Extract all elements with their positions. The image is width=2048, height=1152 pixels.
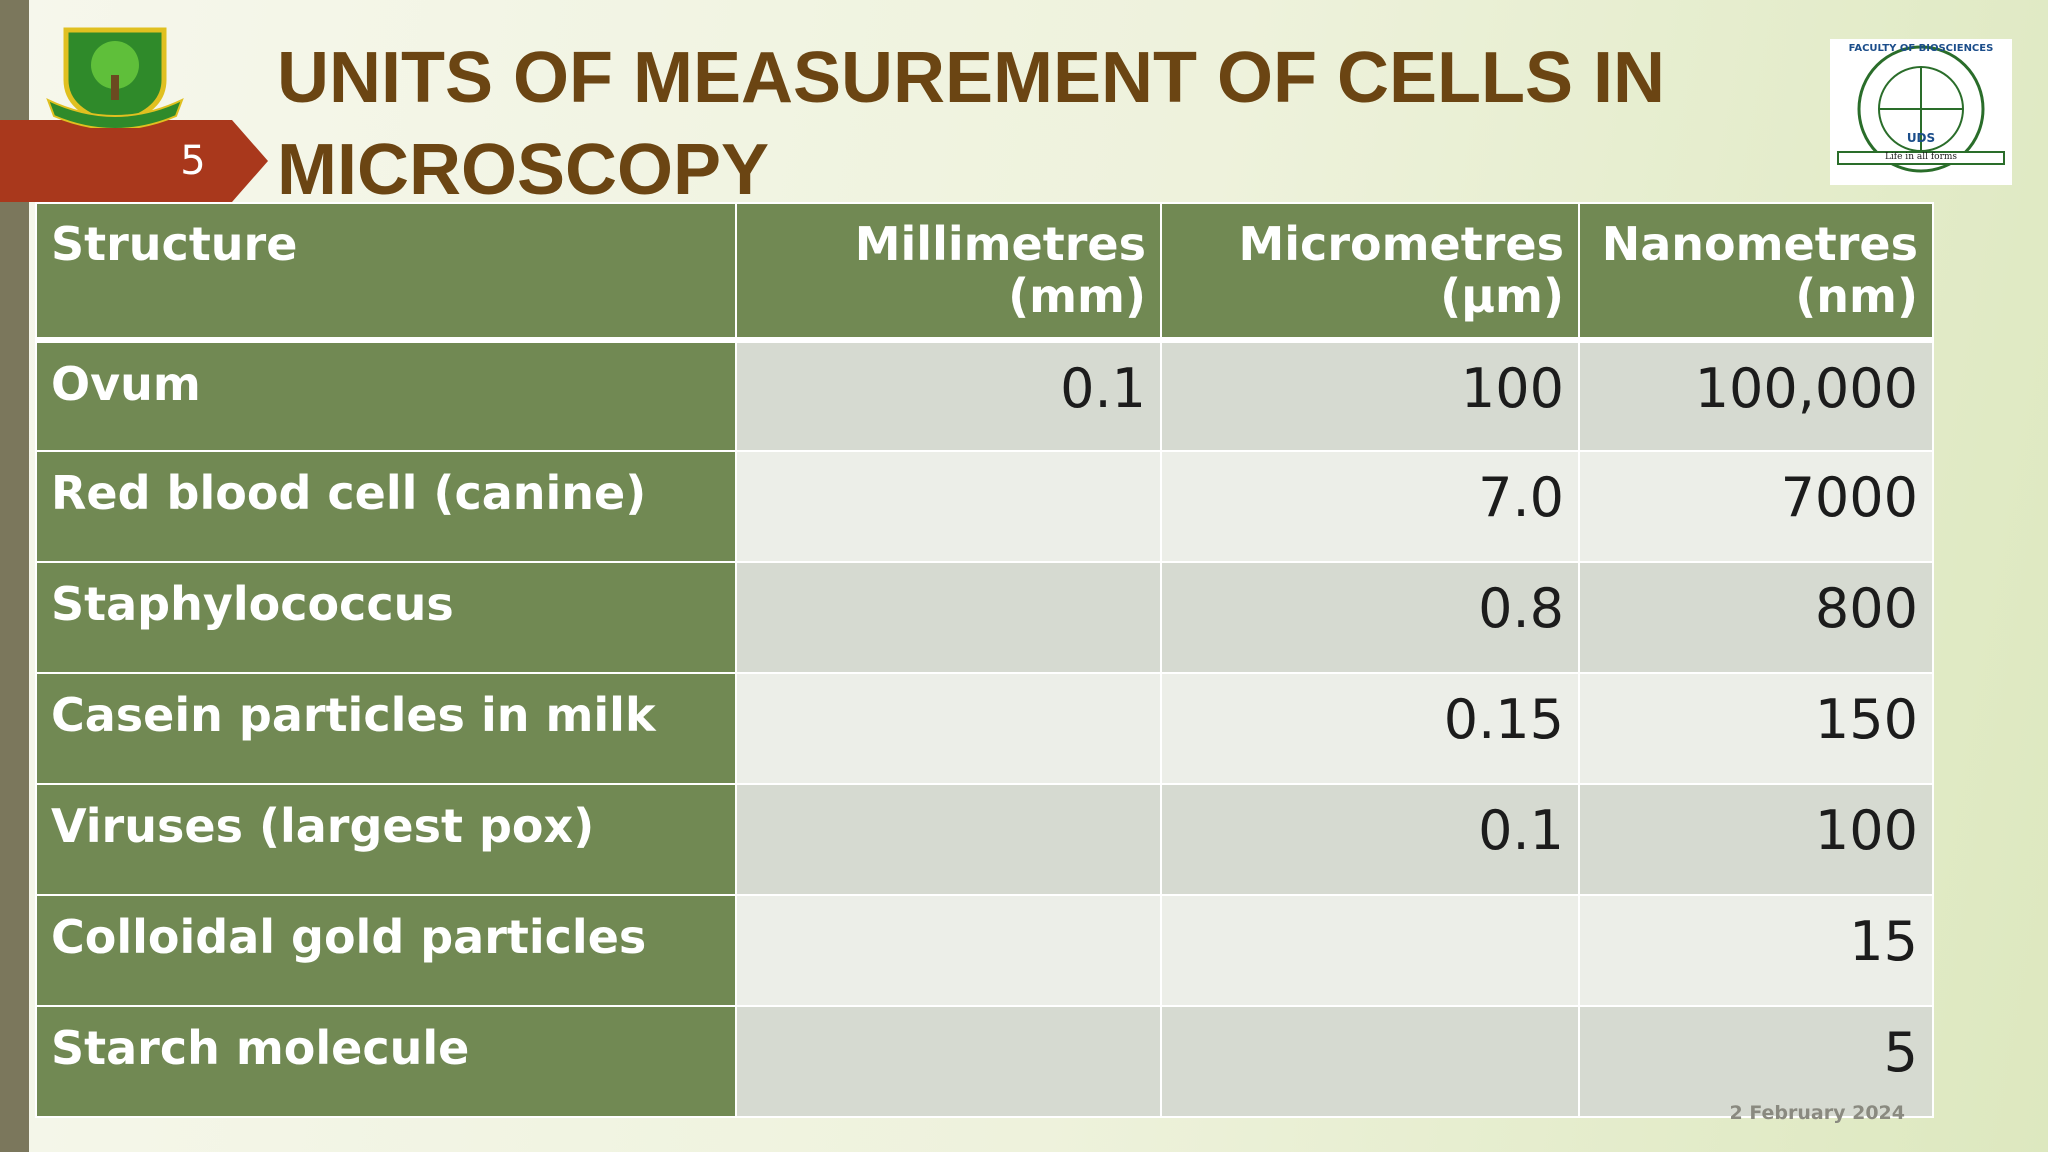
- logo-motto: Life in all forms: [1884, 152, 1958, 162]
- row-label: Colloidal gold particles: [35, 894, 737, 1007]
- header-cell: Structure: [35, 202, 737, 343]
- university-logo: [46, 27, 184, 128]
- table-cell: 5: [1578, 1005, 1934, 1118]
- table-cell: [735, 1005, 1162, 1118]
- number-banner: [0, 120, 268, 202]
- row-label: Ovum: [35, 339, 737, 452]
- header-row: Structure Millimetres (mm) Micrometres (µm…: [35, 202, 1934, 343]
- table-row: Starch molecule 5: [35, 1005, 1934, 1118]
- ring-text: FACULTY OF BIOSCIENCES: [1848, 43, 1994, 54]
- table-cell: 150: [1578, 672, 1934, 785]
- table-row: Staphylococcus 0.8 800: [35, 561, 1934, 674]
- table-cell: [735, 561, 1162, 674]
- table-cell: 0.15: [1160, 672, 1580, 785]
- table-cell: 0.1: [735, 339, 1162, 452]
- table-cell: 100,000: [1578, 339, 1934, 452]
- header-cell: Millimetres (mm): [735, 202, 1162, 343]
- faculty-logo: FACULTY OF BIOSCIENCES UDS Life in all f…: [1830, 39, 2012, 185]
- table-cell: [735, 450, 1162, 563]
- faculty-emblem: [1837, 45, 2005, 173]
- table-row: Colloidal gold particles 15: [35, 894, 1934, 1007]
- row-label: Starch molecule: [35, 1005, 737, 1118]
- slide-number: 5: [180, 138, 206, 184]
- table-cell: [1160, 894, 1580, 1007]
- table-cell: [735, 672, 1162, 785]
- table-cell: 15: [1578, 894, 1934, 1007]
- table-row: Viruses (largest pox) 0.1 100: [35, 783, 1934, 896]
- table-cell: 800: [1578, 561, 1934, 674]
- header-cell: Micrometres (µm): [1160, 202, 1580, 343]
- table-cell: 0.1: [1160, 783, 1580, 896]
- logo-name: UDS: [1906, 131, 1936, 145]
- date: 2 February 2024: [1729, 1102, 1906, 1124]
- header-cell: Nanometres (nm): [1578, 202, 1934, 343]
- table-cell: 100: [1160, 339, 1580, 452]
- row-label: Casein particles in milk: [35, 672, 737, 785]
- table-cell: 0.8: [1160, 561, 1580, 674]
- table-row: Red blood cell (canine) 7.0 7000: [35, 450, 1934, 563]
- table: Structure Millimetres (mm) Micrometres (µm…: [35, 202, 1934, 1118]
- table-cell: 7000: [1578, 450, 1934, 563]
- table-row: Ovum 0.1 100 100,000: [35, 339, 1934, 452]
- slide-title: UNITS OF MEASUREMENT OF CELLS IN MICROSC…: [277, 38, 1666, 210]
- row-label: Viruses (largest pox): [35, 783, 737, 896]
- row-label: Red blood cell (canine): [35, 450, 737, 563]
- table-cell: [735, 894, 1162, 1007]
- row-label: Staphylococcus: [35, 561, 737, 674]
- table-cell: [735, 783, 1162, 896]
- table-cell: [1160, 1005, 1580, 1118]
- table-cell: 7.0: [1160, 450, 1580, 563]
- table-cell: 100: [1578, 783, 1934, 896]
- table-row: Casein particles in milk 0.15 150: [35, 672, 1934, 785]
